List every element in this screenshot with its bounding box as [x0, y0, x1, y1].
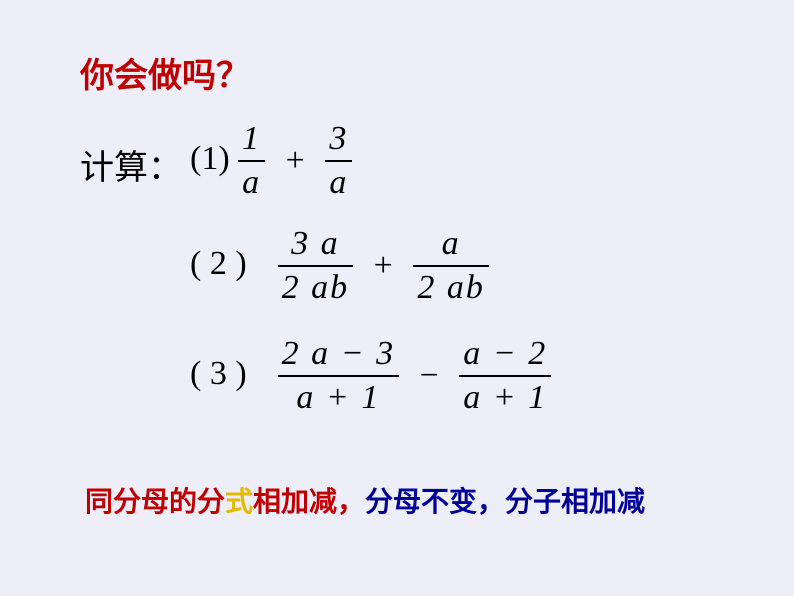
frac-2a-den: 2 ab — [278, 267, 354, 307]
frac-3a-den: a + 1 — [278, 377, 399, 417]
fraction-1b: 3 a — [325, 120, 352, 202]
frac-2b-den: 2 ab — [413, 267, 489, 307]
title-text: 你会做吗？ — [80, 58, 250, 95]
fraction-2b: a 2 ab — [413, 225, 489, 307]
problem-3: ( 3 ) 2 a − 3 a + 1 − a − 2 a + 1 — [190, 335, 551, 417]
conclusion-part-0: 同分母的分 — [85, 487, 225, 518]
fraction-3a: 2 a − 3 a + 1 — [278, 335, 399, 417]
op-3: − — [408, 357, 451, 395]
op-1: + — [274, 142, 317, 180]
problem-1-num: (1) — [190, 140, 230, 177]
problem-2-num: ( 2 ) — [190, 245, 247, 282]
conclusion-part-1: 式 — [225, 487, 253, 518]
fraction-3b: a − 2 a + 1 — [459, 335, 551, 417]
frac-3b-den: a + 1 — [459, 377, 551, 417]
frac-1a-den: a — [238, 162, 265, 202]
problem-1: (1) 1 a + 3 a — [190, 120, 352, 202]
conclusion: 同分母的分式相加减，分母不变，分子相加减 — [85, 480, 645, 520]
op-2: + — [362, 247, 405, 285]
frac-2a-num: 3 a — [278, 225, 354, 267]
frac-1b-den: a — [325, 162, 352, 202]
compute-label: 计算： — [80, 140, 182, 189]
fraction-2a: 3 a 2 ab — [278, 225, 354, 307]
frac-2b-num: a — [413, 225, 489, 267]
conclusion-part-3: 分母不变，分子相加减 — [365, 487, 645, 518]
frac-1b-num: 3 — [325, 120, 352, 162]
frac-3b-num: a − 2 — [459, 335, 551, 377]
frac-1a-num: 1 — [238, 120, 265, 162]
fraction-1a: 1 a — [238, 120, 265, 202]
problem-2: ( 2 ) 3 a 2 ab + a 2 ab — [190, 225, 489, 307]
problem-3-num: ( 3 ) — [190, 355, 247, 392]
frac-3a-num: 2 a − 3 — [278, 335, 399, 377]
title: 你会做吗？ — [80, 48, 250, 97]
compute-text: 计算： — [80, 150, 182, 187]
conclusion-part-2: 相加减， — [253, 487, 365, 518]
